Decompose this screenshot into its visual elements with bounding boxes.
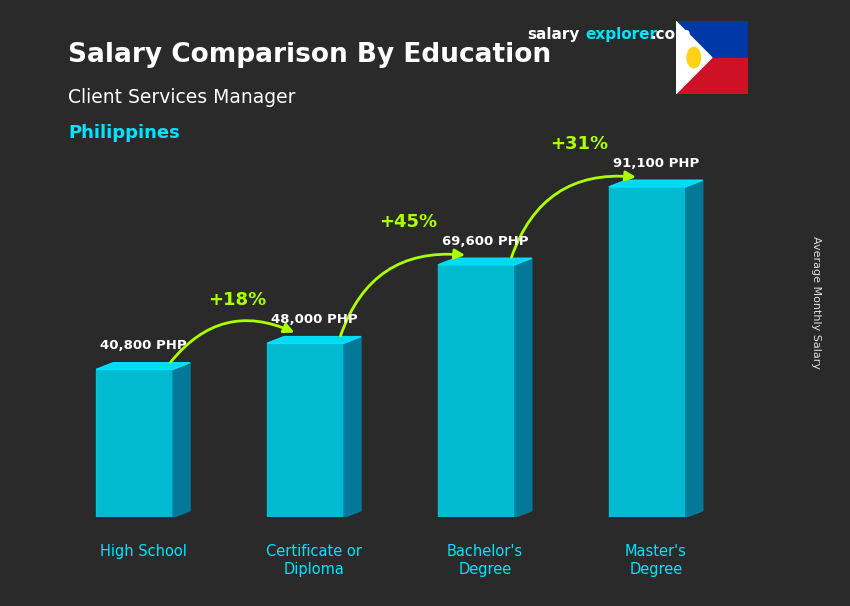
Text: +45%: +45% bbox=[379, 213, 437, 231]
Text: explorer: explorer bbox=[586, 27, 658, 42]
Text: Certificate or
Diploma: Certificate or Diploma bbox=[266, 544, 362, 576]
Polygon shape bbox=[267, 336, 361, 343]
Bar bbox=[676, 21, 748, 58]
Circle shape bbox=[687, 47, 700, 68]
Bar bbox=[267, 343, 344, 518]
Text: 69,600 PHP: 69,600 PHP bbox=[442, 235, 528, 248]
Bar bbox=[438, 265, 515, 518]
Text: Philippines: Philippines bbox=[68, 124, 179, 142]
Polygon shape bbox=[438, 258, 532, 265]
Polygon shape bbox=[96, 363, 190, 370]
Text: 40,800 PHP: 40,800 PHP bbox=[99, 339, 186, 352]
Polygon shape bbox=[609, 180, 703, 187]
Text: 48,000 PHP: 48,000 PHP bbox=[270, 313, 357, 326]
Polygon shape bbox=[686, 180, 703, 518]
FancyArrowPatch shape bbox=[512, 172, 633, 258]
Text: Average Monthly Salary: Average Monthly Salary bbox=[811, 236, 821, 370]
Text: Client Services Manager: Client Services Manager bbox=[68, 88, 296, 107]
Text: +31%: +31% bbox=[550, 135, 608, 153]
FancyArrowPatch shape bbox=[171, 321, 292, 362]
Bar bbox=[96, 370, 173, 518]
Text: High School: High School bbox=[99, 544, 186, 559]
Polygon shape bbox=[344, 336, 361, 518]
Text: 91,100 PHP: 91,100 PHP bbox=[613, 157, 699, 170]
Bar bbox=[676, 58, 748, 94]
FancyArrowPatch shape bbox=[341, 250, 462, 336]
Text: salary: salary bbox=[527, 27, 580, 42]
Polygon shape bbox=[515, 258, 532, 518]
Text: +18%: +18% bbox=[208, 291, 266, 309]
Text: Bachelor's
Degree: Bachelor's Degree bbox=[447, 544, 523, 576]
Bar bbox=[609, 187, 686, 518]
Text: Salary Comparison By Education: Salary Comparison By Education bbox=[68, 42, 551, 68]
Polygon shape bbox=[173, 363, 190, 518]
Text: Master's
Degree: Master's Degree bbox=[625, 544, 687, 576]
Polygon shape bbox=[676, 21, 711, 94]
Text: .com: .com bbox=[650, 27, 691, 42]
